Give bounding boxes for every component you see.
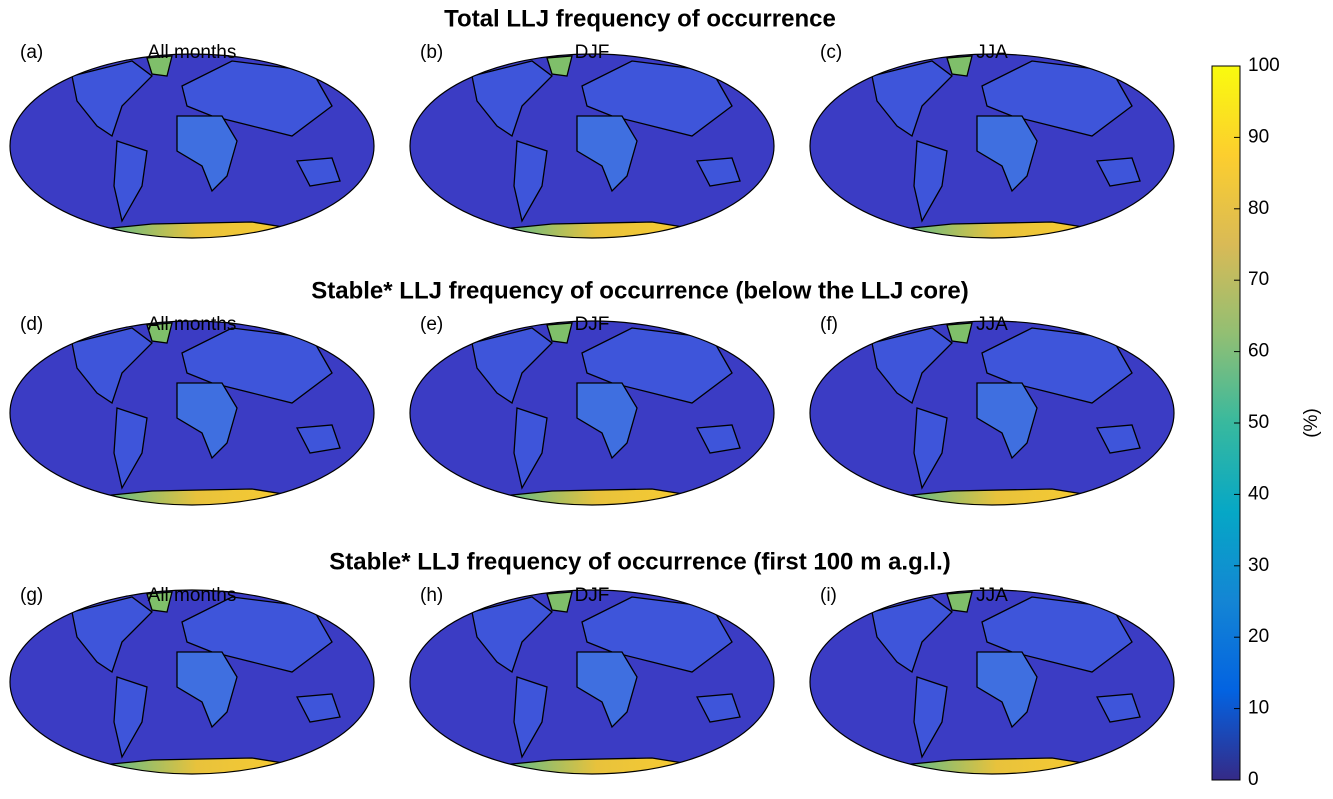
map-panel (10, 321, 374, 508)
map-panel (10, 590, 374, 777)
panel-title: JJA (976, 585, 1008, 606)
colorbar-tick-label: 90 (1248, 126, 1269, 147)
panel-title: All months (148, 585, 237, 606)
row-title: Stable* LLJ frequency of occurrence (fir… (329, 548, 951, 575)
colorbar-tick-label: 0 (1248, 769, 1259, 790)
panel-label: (i) (820, 585, 837, 606)
map-panel (10, 54, 374, 241)
panel-title: DJF (575, 42, 610, 63)
map-panel (410, 321, 774, 508)
panel-label: (c) (820, 42, 842, 63)
colorbar-tick-label: 10 (1248, 698, 1269, 719)
colorbar-tick-label: 60 (1248, 341, 1269, 362)
figure: (%) Total LLJ frequency of occurrence (a)… (0, 0, 1333, 799)
map-panel (810, 590, 1174, 777)
row-title: Total LLJ frequency of occurrence (444, 5, 836, 32)
colorbar-tick-label: 20 (1248, 626, 1269, 647)
panel-title: All months (148, 42, 237, 63)
colorbar-tick-label: 40 (1248, 483, 1269, 504)
panel-title: DJF (575, 314, 610, 335)
colorbar-tick-label: 30 (1248, 555, 1269, 576)
colorbar-tick-label: 50 (1248, 412, 1269, 433)
panel-title: DJF (575, 585, 610, 606)
map-panel (410, 590, 774, 777)
panel-label: (f) (820, 314, 838, 335)
panel-title: JJA (976, 42, 1008, 63)
colorbar-tick-label: 100 (1248, 55, 1280, 76)
row-title: Stable* LLJ frequency of occurrence (bel… (311, 277, 968, 304)
panel-label: (e) (420, 314, 443, 335)
colorbar-label: (%) (1301, 408, 1322, 438)
panel-label: (h) (420, 585, 443, 606)
panel-label: (g) (20, 585, 43, 606)
map-panel (410, 54, 774, 241)
map-panel (810, 321, 1174, 508)
panel-title: All months (148, 314, 237, 335)
panel-label: (d) (20, 314, 43, 335)
panel-label: (a) (20, 42, 43, 63)
panel-title: JJA (976, 314, 1008, 335)
colorbar-tick-label: 70 (1248, 269, 1269, 290)
panel-label: (b) (420, 42, 443, 63)
colorbar-tick-label: 80 (1248, 198, 1269, 219)
map-panel (810, 54, 1174, 241)
